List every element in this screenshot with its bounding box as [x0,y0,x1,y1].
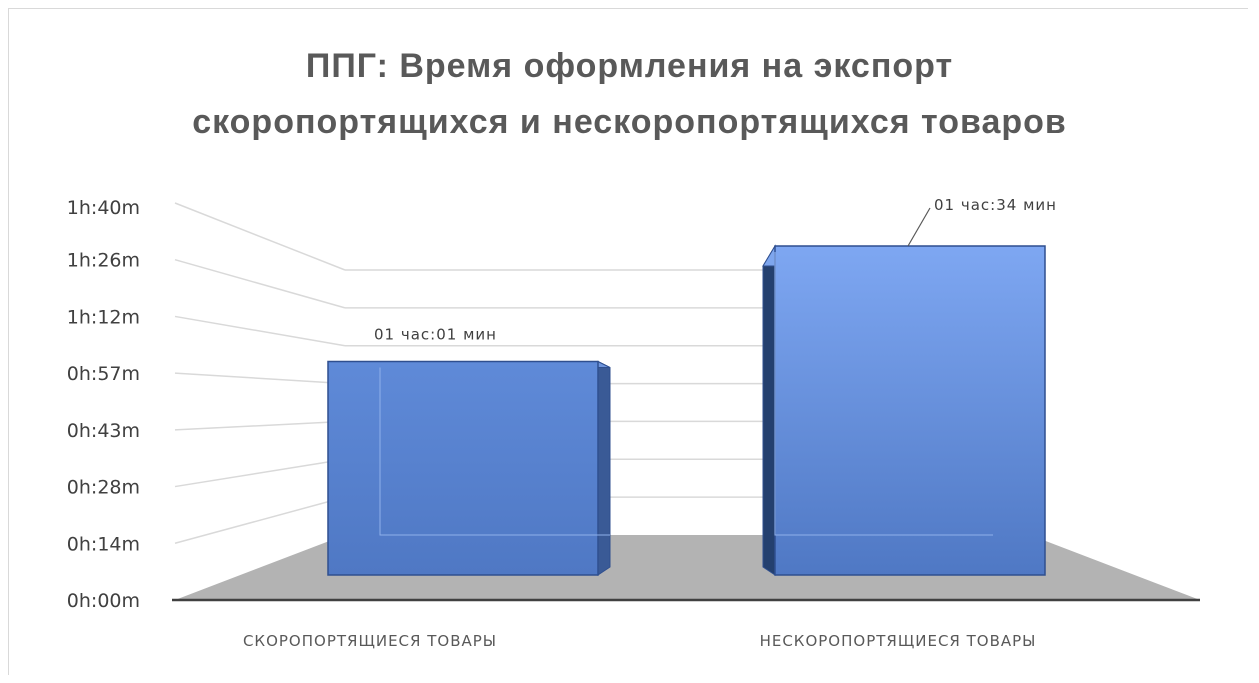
y-tick-label: 0h:43m [67,420,140,442]
bar-inner-edge [379,367,610,536]
y-tick-label: 1h:40m [67,197,140,219]
y-tick-label: 0h:00m [67,590,140,612]
gridline-diagonal [174,372,346,385]
y-tick-label: 0h:28m [67,477,140,499]
data-label-leader [907,207,931,247]
y-axis-ticks: 0h:00m 0h:14m 0h:28m 0h:43m 0h:57m 1h:12m 1h:2… [67,197,140,612]
bar-2 [762,244,1046,576]
gridline-diagonal [174,458,346,488]
bar-side [762,244,776,576]
category-labels: СКОРОПОРТЯЩИЕСЯ ТОВАРЫ НЕСКОРОПОРТЯЩИЕСЯ … [243,632,1037,650]
gridline-diagonal [174,496,346,545]
bar-front [327,360,599,576]
category-label-2: НЕСКОРОПОРТЯЩИЕСЯ ТОВАРЫ [760,632,1037,650]
chart-title-line-2: скоропортящихся и нескоропортящихся това… [192,103,1067,141]
data-label-1: 01 час:01 мин [374,326,497,344]
y-tick-label: 1h:26m [67,250,140,272]
y-tick-label: 0h:57m [67,363,140,385]
chart-title: ППГ: Время оформления на экспорт скоропо… [0,38,1259,150]
data-labels: 01 час:01 мин 01 час:34 мин [374,196,1057,344]
chart-title-line-1: ППГ: Время оформления на экспорт [305,47,954,85]
gridline-diagonal [174,420,346,431]
bar-front [774,245,1046,576]
chart-floor [172,535,1200,602]
y-tick-label: 0h:14m [67,533,140,555]
bars [327,244,1046,576]
bar-1 [327,360,611,576]
gridline-diagonal [174,315,346,347]
gridline-diagonal [174,258,346,309]
y-tick-label: 1h:12m [67,306,140,328]
bar-side [597,360,611,576]
bar-inner-edge [774,252,993,536]
category-label-1: СКОРОПОРТЯЩИЕСЯ ТОВАРЫ [243,632,497,650]
gridline-diagonal [174,202,346,271]
chart-frame [8,8,1248,675]
data-label-2: 01 час:34 мин [934,196,1057,214]
